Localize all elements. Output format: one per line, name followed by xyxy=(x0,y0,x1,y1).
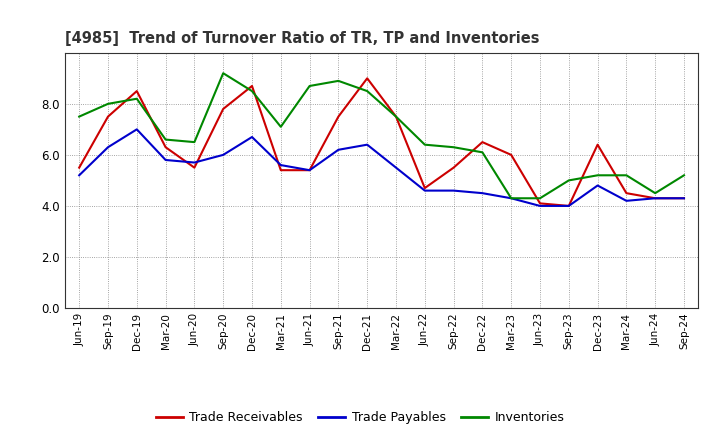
Line: Trade Receivables: Trade Receivables xyxy=(79,78,684,206)
Inventories xyxy=(536,196,544,201)
Trade Payables xyxy=(478,191,487,196)
Inventories xyxy=(593,172,602,178)
Trade Payables xyxy=(507,196,516,201)
Inventories xyxy=(161,137,170,142)
Trade Receivables xyxy=(564,203,573,209)
Trade Payables xyxy=(219,152,228,158)
Trade Payables xyxy=(420,188,429,193)
Line: Inventories: Inventories xyxy=(79,73,684,198)
Trade Receivables xyxy=(104,114,112,119)
Trade Receivables xyxy=(622,191,631,196)
Inventories xyxy=(478,150,487,155)
Inventories xyxy=(248,88,256,94)
Trade Receivables xyxy=(536,201,544,206)
Inventories xyxy=(622,172,631,178)
Trade Payables xyxy=(622,198,631,203)
Trade Receivables xyxy=(507,152,516,158)
Trade Receivables xyxy=(75,165,84,170)
Trade Receivables xyxy=(392,114,400,119)
Inventories xyxy=(420,142,429,147)
Trade Receivables xyxy=(161,145,170,150)
Trade Payables xyxy=(449,188,458,193)
Inventories xyxy=(449,145,458,150)
Legend: Trade Receivables, Trade Payables, Inventories: Trade Receivables, Trade Payables, Inven… xyxy=(150,407,570,429)
Trade Receivables xyxy=(219,106,228,112)
Inventories xyxy=(651,191,660,196)
Trade Payables xyxy=(363,142,372,147)
Trade Receivables xyxy=(651,196,660,201)
Trade Payables xyxy=(276,162,285,168)
Inventories xyxy=(334,78,343,84)
Trade Receivables xyxy=(478,139,487,145)
Trade Payables xyxy=(161,158,170,163)
Trade Payables xyxy=(651,196,660,201)
Inventories xyxy=(392,114,400,119)
Trade Receivables xyxy=(276,168,285,173)
Trade Payables xyxy=(190,160,199,165)
Trade Receivables xyxy=(305,168,314,173)
Inventories xyxy=(363,88,372,94)
Inventories xyxy=(564,178,573,183)
Trade Receivables xyxy=(248,83,256,88)
Text: [4985]  Trend of Turnover Ratio of TR, TP and Inventories: [4985] Trend of Turnover Ratio of TR, TP… xyxy=(65,31,539,46)
Trade Payables xyxy=(305,168,314,173)
Inventories xyxy=(219,70,228,76)
Inventories xyxy=(305,83,314,88)
Inventories xyxy=(276,124,285,129)
Inventories xyxy=(75,114,84,119)
Trade Payables xyxy=(75,172,84,178)
Trade Payables xyxy=(536,203,544,209)
Trade Receivables xyxy=(190,165,199,170)
Trade Payables xyxy=(392,165,400,170)
Trade Receivables xyxy=(680,196,688,201)
Line: Trade Payables: Trade Payables xyxy=(79,129,684,206)
Inventories xyxy=(132,96,141,101)
Trade Payables xyxy=(132,127,141,132)
Trade Receivables xyxy=(132,88,141,94)
Trade Receivables xyxy=(334,114,343,119)
Trade Payables xyxy=(593,183,602,188)
Trade Payables xyxy=(334,147,343,152)
Trade Receivables xyxy=(420,185,429,191)
Inventories xyxy=(507,196,516,201)
Inventories xyxy=(190,139,199,145)
Trade Payables xyxy=(104,145,112,150)
Trade Receivables xyxy=(363,76,372,81)
Inventories xyxy=(680,172,688,178)
Trade Payables xyxy=(564,203,573,209)
Trade Payables xyxy=(680,196,688,201)
Trade Receivables xyxy=(593,142,602,147)
Trade Payables xyxy=(248,134,256,139)
Trade Receivables xyxy=(449,165,458,170)
Inventories xyxy=(104,101,112,106)
